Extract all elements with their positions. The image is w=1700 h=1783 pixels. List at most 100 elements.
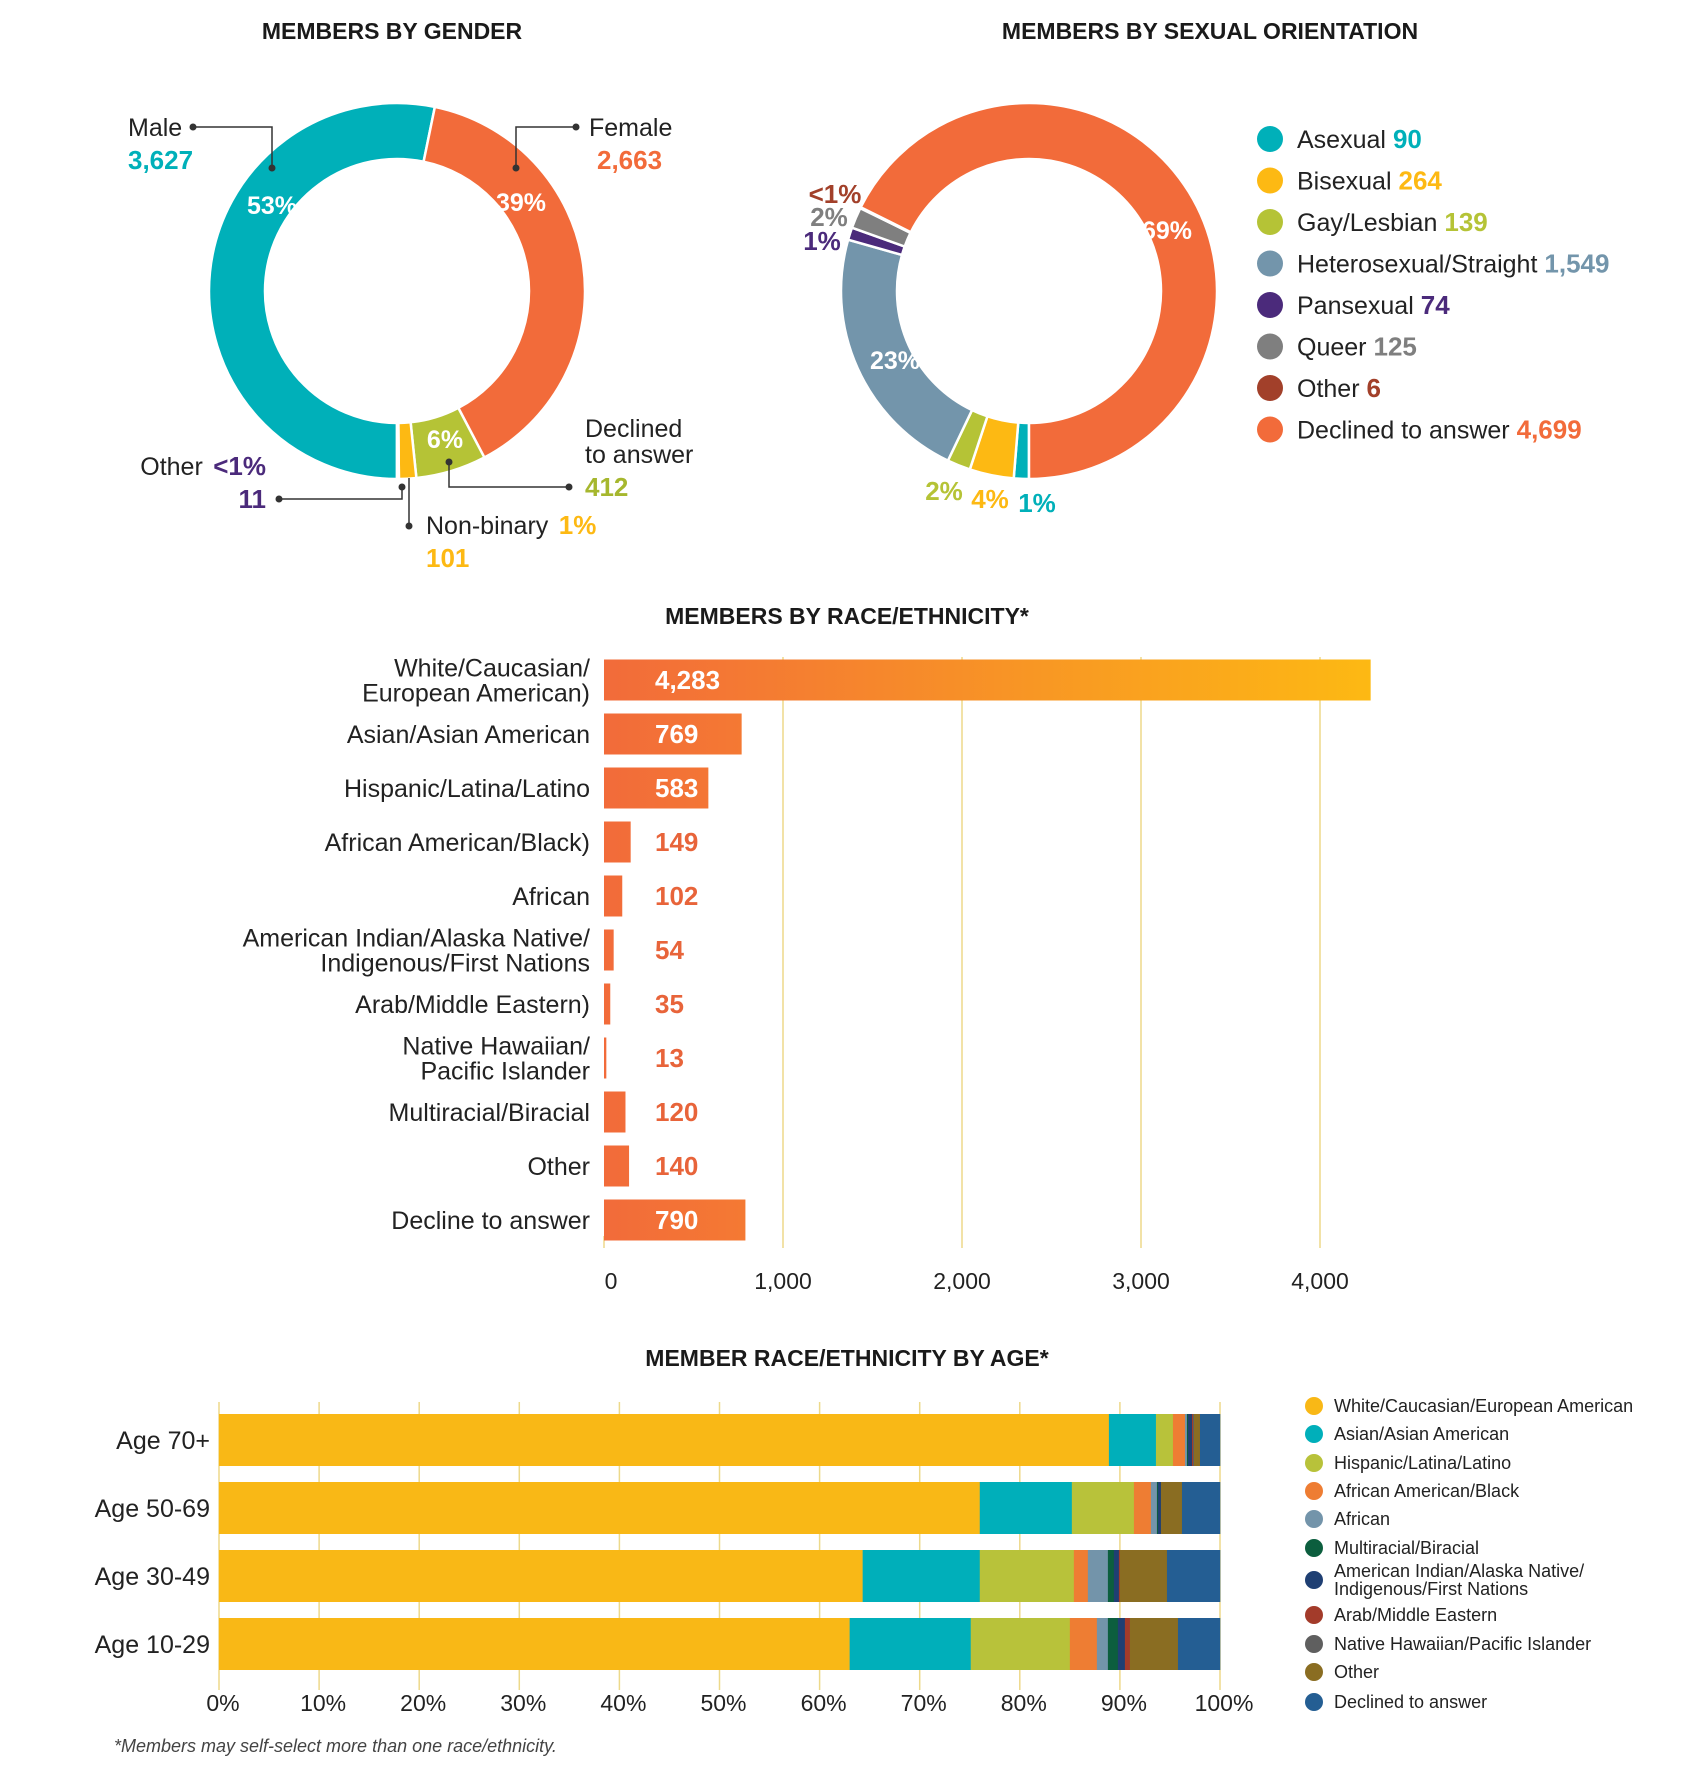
legend-label: American Indian/Alaska Native/ — [1334, 1561, 1584, 1581]
segment-multiracial-biracial — [1156, 1482, 1159, 1534]
legend-item-declined-to-answer: Declined to answer — [1305, 1692, 1487, 1712]
value-label: 769 — [655, 719, 698, 749]
asexual-percent: 1% — [1018, 488, 1056, 518]
female-leader-line — [515, 126, 576, 168]
legend-item-arab-middle-eastern: Arab/Middle Eastern — [1305, 1605, 1497, 1625]
bar-row-decline-to-answer: Decline to answer 790 — [391, 1199, 746, 1241]
leader-dot — [445, 458, 453, 466]
female-callout: Female 2,663 — [512, 114, 672, 175]
legend-label: Asexual — [1297, 126, 1386, 154]
legend-label: Arab/Middle Eastern — [1334, 1605, 1497, 1625]
legend-item-gay-lesbian: Gay/Lesbian 139 — [1257, 207, 1488, 237]
heterosexual-percent: 23% — [870, 347, 920, 375]
category-label: European American) — [362, 680, 590, 708]
declined-label-line1: Declined — [585, 415, 682, 443]
orientation-donut — [839, 101, 1219, 481]
legend-swatch — [1305, 1425, 1323, 1443]
segment-african — [1184, 1414, 1188, 1466]
legend-label: Queer — [1297, 334, 1366, 362]
bar-row-african: African 102 — [512, 875, 698, 917]
legend-label: Asian/Asian American — [1334, 1424, 1509, 1444]
legend-swatch — [1305, 1510, 1323, 1528]
male-percent: 53% — [247, 192, 297, 220]
segment-american-indian-alaska-native-indigenous-first-nations — [1117, 1618, 1126, 1670]
segment-native-hawaiian-pacific-islander — [1192, 1414, 1195, 1466]
male-label: Male — [128, 114, 182, 142]
slice-female — [422, 105, 587, 460]
legend-item-asexual: Asexual 90 — [1257, 124, 1422, 154]
legend-label: African — [1334, 1509, 1390, 1529]
legend-value: 139 — [1444, 207, 1487, 237]
legend-label: Indigenous/First Nations — [1334, 1579, 1528, 1599]
segment-white-caucasian-european-american — [219, 1618, 850, 1670]
segment-american-indian-alaska-native-indigenous-first-nations — [1113, 1550, 1120, 1602]
category-label: Arab/Middle Eastern) — [355, 991, 590, 1019]
other-label: Other <1% — [140, 451, 266, 481]
bar-row-multiracial-biracial: Multiracial/Biracial 120 — [389, 1091, 698, 1133]
value-label: 149 — [655, 827, 698, 857]
bar-row-asian-asian-american: Asian/Asian American 769 — [347, 713, 742, 755]
bar — [604, 1091, 626, 1133]
legend-text: Pansexual 74 — [1297, 290, 1450, 320]
legend-value: 4,699 — [1517, 415, 1582, 445]
declined-leader-line — [448, 462, 569, 488]
legend-label: Hispanic/Latina/Latino — [1334, 1453, 1511, 1473]
segment-american-indian-alaska-native-indigenous-first-nations — [1187, 1414, 1193, 1466]
bar — [604, 659, 1371, 701]
legend-item-african-american-black: African American/Black — [1305, 1481, 1520, 1501]
stacked-row-age-50-69: Age 50-69 — [95, 1482, 1221, 1534]
legend-label: African American/Black — [1334, 1481, 1520, 1501]
legend-item-asian-asian-american: Asian/Asian American — [1305, 1424, 1509, 1444]
value-label: 4,283 — [655, 665, 720, 695]
row-label: Age 50-69 — [95, 1495, 210, 1523]
stacked-row-age-70: Age 70+ — [116, 1414, 1221, 1466]
segment-asian-asian-american — [979, 1482, 1073, 1534]
legend-text: Declined to answer 4,699 — [1297, 415, 1582, 445]
category-label: African American/Black) — [325, 829, 590, 857]
x-tick-label: 100% — [1195, 1690, 1254, 1716]
age-race-x-axis: 0% 10% 20% 30% 40% 50% 60% 70% 80% 90% 100% — [206, 1690, 1253, 1716]
segment-declined-to-answer — [1199, 1414, 1221, 1466]
segment-other — [1160, 1482, 1183, 1534]
segment-african — [1150, 1482, 1158, 1534]
female-percent: 39% — [496, 189, 546, 217]
age-race-legend: White/Caucasian/European American Asian/A… — [1305, 1396, 1633, 1712]
x-tick-label: 70% — [901, 1690, 947, 1716]
bar — [604, 1199, 746, 1241]
legend-item-hispanic-latina-latino: Hispanic/Latina/Latino — [1305, 1453, 1511, 1473]
segment-multiracial-biracial — [1107, 1550, 1115, 1602]
segment-asian-asian-american — [862, 1550, 981, 1602]
segment-arab-middle-eastern — [1191, 1414, 1194, 1466]
gay-lesbian-percent: 2% — [925, 476, 963, 506]
other-leader-line — [279, 487, 403, 500]
segment-declined-to-answer — [1181, 1482, 1221, 1534]
orientation-chart: MEMBERS BY SEXUAL ORIENTATION 69% 23% 2%… — [803, 18, 1609, 518]
category-label: Hispanic/Latina/Latino — [344, 775, 590, 803]
category-label: Multiracial/Biracial — [389, 1099, 590, 1127]
segment-hispanic-latina-latino — [1155, 1414, 1174, 1466]
legend-value: 6 — [1367, 373, 1381, 403]
declined-callout: Declined to answer 412 — [445, 415, 693, 502]
legend-item-american-indian-alaska-native-indigenous-first-nations: American Indian/Alaska Native/Indigenous… — [1305, 1561, 1584, 1599]
legend-item-heterosexual-straight: Heterosexual/Straight 1,549 — [1257, 249, 1609, 279]
leader-dot — [512, 164, 520, 172]
value-label: 120 — [655, 1097, 698, 1127]
legend-label: Other — [1334, 1662, 1379, 1682]
nonbinary-label: Non-binary 1% — [426, 510, 596, 540]
race-x-axis: 0 1,000 2,000 3,000 4,000 — [605, 1268, 1349, 1294]
legend-item-african: African — [1305, 1509, 1390, 1529]
legend-value: 74 — [1421, 290, 1450, 320]
legend-swatch — [1257, 375, 1283, 401]
row-label: Age 70+ — [116, 1427, 210, 1455]
legend-item-multiracial-biracial: Multiracial/Biracial — [1305, 1538, 1479, 1558]
value-label: 13 — [655, 1043, 684, 1073]
legend-label: Other — [1297, 375, 1360, 403]
segment-hispanic-latina-latino — [979, 1550, 1075, 1602]
bar — [604, 821, 631, 863]
other-value: 11 — [239, 484, 267, 514]
x-tick-label: 30% — [500, 1690, 546, 1716]
segment-african — [1087, 1550, 1109, 1602]
legend-label: Heterosexual/Straight — [1297, 251, 1537, 279]
x-tick-label: 1,000 — [754, 1268, 812, 1294]
